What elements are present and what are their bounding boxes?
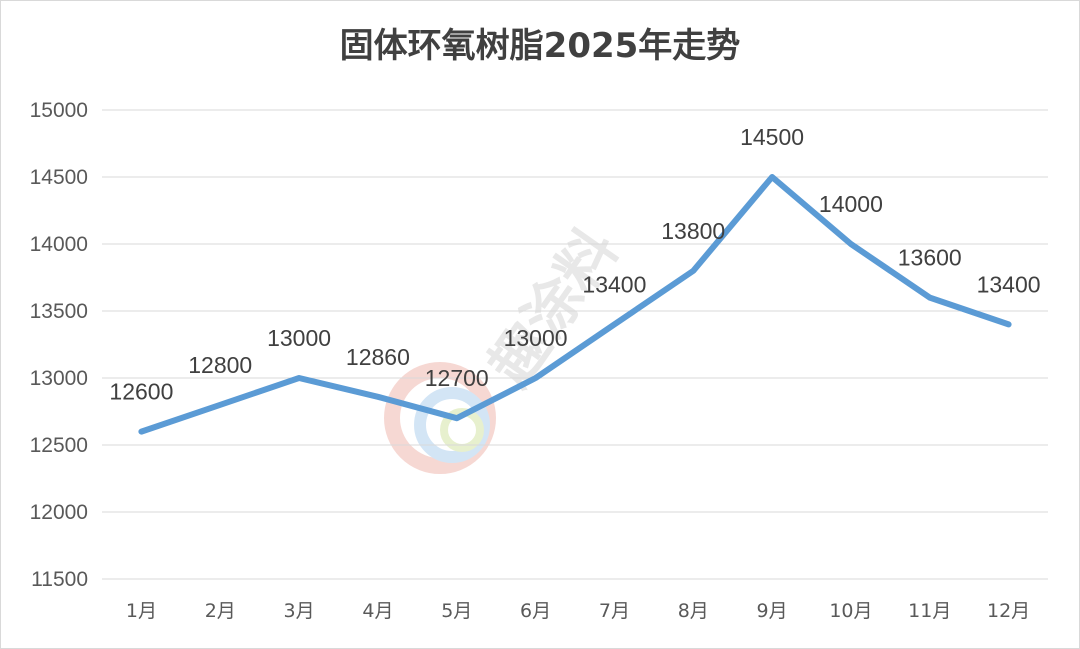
series-line bbox=[138, 174, 1012, 435]
x-tick-label: 9月 bbox=[757, 600, 788, 622]
x-tick-label: 1月 bbox=[126, 600, 157, 622]
data-labels: 12600 12800 13000 12860 12700 13000 13400 13800… bbox=[109, 124, 1040, 405]
x-tick-label: 12月 bbox=[987, 600, 1030, 622]
y-tick-label: 15000 bbox=[30, 99, 88, 122]
data-label: 13600 bbox=[898, 245, 962, 271]
watermark-logo bbox=[384, 362, 496, 474]
data-label: 12800 bbox=[188, 352, 252, 378]
chart-title: 固体环氧树脂2025年走势 bbox=[340, 26, 741, 66]
x-tick-label: 3月 bbox=[284, 600, 315, 622]
data-label: 12600 bbox=[109, 379, 173, 405]
data-label: 13000 bbox=[504, 325, 568, 351]
data-label: 12700 bbox=[425, 365, 489, 391]
y-tick-label: 14000 bbox=[30, 233, 88, 256]
x-tick-label: 10月 bbox=[829, 600, 872, 622]
y-tick-label: 14500 bbox=[30, 166, 88, 189]
data-label: 13000 bbox=[267, 325, 331, 351]
x-tick-label: 2月 bbox=[205, 600, 236, 622]
gridlines bbox=[102, 109, 1048, 580]
y-tick-label: 12000 bbox=[30, 501, 88, 524]
x-tick-label: 4月 bbox=[362, 600, 393, 622]
y-tick-label: 13000 bbox=[30, 367, 88, 390]
data-label: 14500 bbox=[740, 124, 804, 150]
data-label: 13400 bbox=[582, 271, 646, 297]
x-tick-label: 8月 bbox=[678, 600, 709, 622]
y-tick-label: 11500 bbox=[31, 568, 88, 591]
x-tick-label: 7月 bbox=[599, 600, 630, 622]
y-tick-label: 12500 bbox=[30, 434, 88, 457]
data-label: 12860 bbox=[346, 344, 410, 370]
y-axis-ticks: 11500 12000 12500 13000 13500 14000 14500 15000 bbox=[30, 99, 88, 591]
data-label: 13800 bbox=[661, 218, 725, 244]
x-axis-ticks: 1月 2月 3月 4月 5月 6月 7月 8月 9月 10月 11月 12月 bbox=[126, 600, 1030, 622]
data-label: 14000 bbox=[819, 191, 883, 217]
y-tick-label: 13500 bbox=[30, 300, 88, 323]
x-tick-label: 11月 bbox=[908, 600, 951, 622]
x-tick-label: 5月 bbox=[441, 600, 472, 622]
x-tick-label: 6月 bbox=[520, 600, 551, 622]
data-label: 13400 bbox=[977, 271, 1041, 297]
